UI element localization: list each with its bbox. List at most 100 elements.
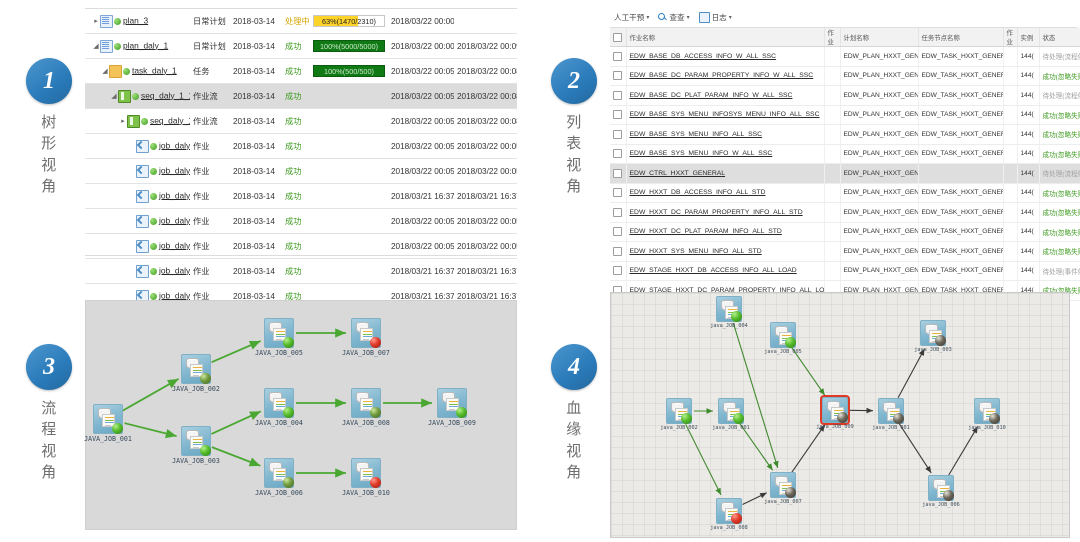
expander-icon[interactable]: ◢ — [111, 93, 117, 100]
row-select-cell[interactable] — [610, 85, 627, 106]
expander-icon[interactable]: ◢ — [93, 43, 99, 50]
job-name-cell[interactable]: EDW_BASE_SYS_MENU_INFO_ALL_SSC — [626, 124, 825, 145]
job-node-icon[interactable] — [351, 318, 381, 348]
tree-node-cell[interactable]: ◢ task_daly_1 — [85, 58, 190, 84]
job-name-cell[interactable]: EDW_BASE_SYS_MENU_INFOSYS_MENU_INFO_ALL_… — [626, 105, 825, 125]
table-row[interactable]: EDW_HXXT_DC_PARAM_PROPERTY_INFO_ALL_STD E… — [610, 202, 1080, 223]
column-header[interactable]: 状态 — [1039, 28, 1080, 47]
row-select-cell[interactable] — [610, 183, 627, 203]
job-node-icon[interactable] — [351, 458, 381, 488]
table-row[interactable]: EDW_CTRL_HXXT_GENERAL EDW_PLAN_HXXT_GENER… — [610, 163, 1080, 184]
tree-node-cell[interactable]: job_daly_1_5 — [85, 258, 190, 284]
tree-node-link[interactable]: plan_3 — [123, 15, 149, 26]
job-name-link[interactable]: EDW_BASE_SYS_MENU_INFO_ALL_SSC — [629, 130, 763, 138]
job-name-cell[interactable]: EDW_BASE_DB_ACCESS_INFO_W_ALL_SSC — [626, 46, 825, 67]
flow-view-canvas[interactable]: JAVA_JOB_001 JAVA_JOB_002 JAVA_JOB_003 JAVA… — [84, 300, 517, 530]
table-row[interactable]: EDW_BASE_SYS_MENU_INFO_ALL_SSC EDW_PLAN_H… — [610, 124, 1080, 145]
tree-node-cell[interactable]: job_daly_1_1 — [85, 133, 190, 159]
job-node-icon[interactable] — [770, 322, 796, 348]
tree-node-cell[interactable]: job_daly_1_4 — [85, 233, 190, 259]
job-node-icon[interactable] — [264, 388, 294, 418]
row-select-cell[interactable] — [610, 66, 627, 86]
job-name-cell[interactable]: EDW_CTRL_HXXT_GENERAL — [626, 163, 825, 184]
select-all-checkbox[interactable] — [613, 32, 622, 42]
job-node-icon[interactable] — [716, 296, 742, 322]
job-node-icon[interactable] — [181, 426, 211, 456]
table-row[interactable]: ▸ plan_3 日常计划 2018-03-14 处理中 63%(1470/2310) 20… — [85, 9, 517, 34]
row-select-cell[interactable] — [610, 46, 627, 67]
table-row[interactable]: EDW_BASE_DC_PLAT_PARAM_INFO_W_ALL_SSC EDW… — [610, 85, 1080, 106]
job-node-icon[interactable] — [437, 388, 467, 418]
table-row[interactable]: EDW_BASE_DB_ACCESS_INFO_W_ALL_SSC EDW_PLA… — [610, 46, 1080, 67]
row-checkbox[interactable] — [613, 246, 622, 256]
row-checkbox[interactable] — [613, 227, 622, 237]
row-select-cell[interactable] — [610, 222, 627, 242]
table-row[interactable]: ◢ seq_daly_1_1 作业流 2018-03-14 成功 2018/03/22 0… — [85, 83, 517, 109]
expander-icon[interactable]: ▸ — [121, 118, 125, 125]
row-checkbox[interactable] — [613, 188, 622, 198]
select-all-header[interactable] — [610, 28, 627, 47]
job-node-icon[interactable] — [264, 458, 294, 488]
row-checkbox[interactable] — [613, 90, 622, 100]
job-name-cell[interactable]: EDW_HXXT_SYS_MENU_INFO_ALL_STD — [626, 241, 825, 262]
tree-node-link[interactable]: job_daly_1_10 — [159, 165, 190, 176]
column-header[interactable]: 计划名称 — [840, 28, 919, 47]
job-node-icon[interactable] — [878, 398, 904, 424]
row-select-cell[interactable] — [610, 105, 627, 125]
row-select-cell[interactable] — [610, 241, 627, 262]
column-header[interactable]: 作业 — [1003, 28, 1018, 47]
job-node-icon[interactable] — [718, 398, 744, 424]
job-name-link[interactable]: EDW_HXXT_SYS_MENU_INFO_ALL_STD — [629, 247, 762, 255]
tree-node-link[interactable]: job_daly_1_5 — [159, 265, 190, 276]
lineage-view-canvas[interactable]: java_JOB_004 java_JOB_005 java_JOB_003 java… — [610, 292, 1070, 538]
tree-node-cell[interactable]: job_daly_1_2 — [85, 183, 190, 209]
row-select-cell[interactable] — [610, 261, 627, 281]
row-checkbox[interactable] — [613, 129, 622, 139]
job-name-cell[interactable]: EDW_BASE_DC_PLAT_PARAM_INFO_W_ALL_SSC — [626, 85, 825, 106]
job-name-link[interactable]: EDW_STAGE_HXXT_DC_PARAM_PROPERTY_INFO_AL… — [629, 286, 824, 294]
table-row[interactable]: EDW_BASE_SYS_MENU_INFOSYS_MENU_INFO_ALL_… — [610, 105, 1080, 125]
table-row[interactable]: EDW_BASE_SYS_MENU_INFO_W_ALL_SSC EDW_PLAN… — [610, 144, 1080, 164]
job-node-icon[interactable] — [666, 398, 692, 424]
expander-icon[interactable]: ◢ — [102, 68, 108, 75]
job-name-link[interactable]: EDW_BASE_DC_PARAM_PROPERTY_INFO_W_ALL_SS… — [629, 72, 814, 80]
column-header[interactable]: 实例 — [1017, 28, 1040, 47]
table-row[interactable]: ◢ task_daly_1 任务 2018-03-14 成功 100%(500/500) 2… — [85, 58, 517, 84]
job-node-icon[interactable] — [93, 404, 123, 434]
job-name-link[interactable]: EDW_BASE_SYS_MENU_INFO_W_ALL_SSC — [629, 150, 773, 158]
table-row[interactable]: ◢ plan_daly_1 日常计划 2018-03-14 成功 100%(5000/50… — [85, 33, 517, 59]
tree-node-link[interactable]: job_daly_1_4 — [159, 240, 190, 251]
table-row[interactable]: EDW_STAGE_HXXT_DB_ACCESS_INFO_ALL_LOAD ED… — [610, 261, 1080, 281]
row-checkbox[interactable] — [613, 266, 622, 276]
job-name-cell[interactable]: EDW_HXXT_DC_PARAM_PROPERTY_INFO_ALL_STD — [626, 202, 825, 223]
tree-node-link[interactable]: plan_daly_1 — [123, 40, 169, 51]
tree-node-cell[interactable]: ▸ plan_3 — [85, 9, 190, 34]
tree-node-cell[interactable]: job_daly_1_10 — [85, 158, 190, 184]
job-name-link[interactable]: EDW_HXXT_DB_ACCESS_INFO_ALL_STD — [629, 189, 766, 197]
job-name-link[interactable]: EDW_CTRL_HXXT_GENERAL — [629, 169, 726, 177]
row-select-cell[interactable] — [610, 202, 627, 223]
job-name-link[interactable]: EDW_BASE_SYS_MENU_INFOSYS_MENU_INFO_ALL_… — [629, 111, 820, 119]
job-name-cell[interactable]: EDW_BASE_DC_PARAM_PROPERTY_INFO_W_ALL_SS… — [626, 66, 825, 86]
tree-node-cell[interactable]: ◢ seq_daly_1_1 — [85, 83, 190, 109]
job-name-cell[interactable]: EDW_BASE_SYS_MENU_INFO_W_ALL_SSC — [626, 144, 825, 164]
row-select-cell[interactable] — [610, 124, 627, 145]
job-node-icon[interactable] — [264, 318, 294, 348]
column-header[interactable]: 作业 — [824, 28, 841, 47]
job-name-link[interactable]: EDW_BASE_DB_ACCESS_INFO_W_ALL_SSC — [629, 52, 777, 60]
job-node-icon[interactable] — [928, 475, 954, 501]
table-row[interactable]: EDW_HXXT_SYS_MENU_INFO_ALL_STD EDW_PLAN_H… — [610, 241, 1080, 262]
toolbar-search[interactable]: 查查 ▾ — [658, 12, 690, 23]
row-checkbox[interactable] — [613, 110, 622, 120]
tree-node-link[interactable]: job_daly_1_1 — [159, 140, 190, 151]
job-node-icon[interactable] — [820, 395, 850, 425]
row-checkbox[interactable] — [613, 168, 622, 178]
column-header[interactable]: 任务节点名称 — [918, 28, 1004, 47]
